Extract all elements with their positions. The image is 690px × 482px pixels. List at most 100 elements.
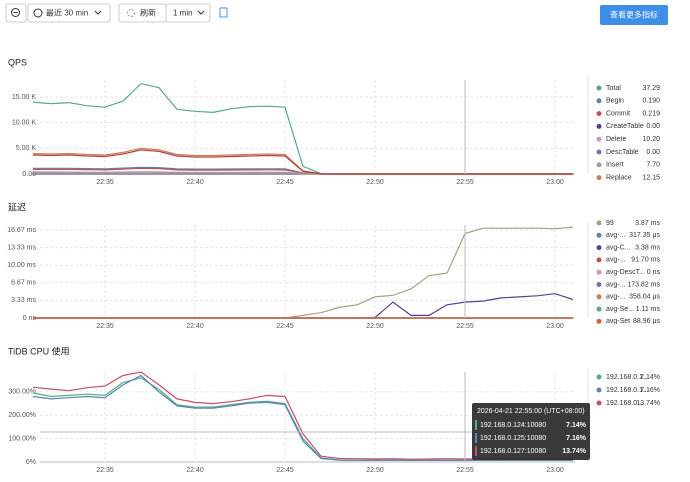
legend-swatch <box>596 318 602 324</box>
legend-swatch <box>596 306 602 312</box>
zoom-icon <box>11 8 20 17</box>
legend-name: 99 <box>606 220 614 227</box>
series-line <box>33 293 574 319</box>
legend-value: 7.16% <box>640 387 660 394</box>
legend: 192.168.0.1...7.14%192.168.0.1...7.16%19… <box>596 374 660 407</box>
chart-title: QPS <box>8 57 27 67</box>
legend-value: 5.81 <box>646 187 660 194</box>
legend-swatch <box>596 149 602 155</box>
y-tick-label: 300.00% <box>8 389 36 396</box>
tooltip-title: 2026-04-21 22:55:00 (UTC+08:00) <box>477 408 585 415</box>
legend-name: 192.168.0.1... <box>606 374 649 381</box>
legend-value: 317.35 μs <box>629 232 660 239</box>
x-tick-label: 22:50 <box>366 467 384 474</box>
tooltip-host: 192.168.0.127:10080 <box>480 448 546 455</box>
legend-swatch <box>597 188 602 193</box>
y-tick-label: 100.00% <box>8 435 36 442</box>
legend-value: 358.04 μs <box>629 294 660 301</box>
legend-value: 3.38 ms <box>635 244 660 251</box>
legend-swatch <box>596 85 602 91</box>
legend-swatch <box>596 98 602 104</box>
x-tick-label: 23:00 <box>546 179 564 186</box>
x-tick-label: 23:00 <box>546 323 564 330</box>
legend-name: avg-... <box>606 294 626 301</box>
interval-select[interactable] <box>165 3 211 23</box>
x-tick-label: 22:55 <box>456 179 474 186</box>
y-tick-label: 5.00 K <box>16 145 37 152</box>
legend-name: DescTable <box>606 149 639 156</box>
legend-name: avg-... <box>606 232 626 239</box>
more-metrics-text: 查看更多指标 <box>610 10 658 20</box>
tooltip-swatch <box>475 420 477 430</box>
legend-value: 7.14% <box>640 374 660 381</box>
x-tick-label: 22:45 <box>276 467 294 474</box>
legend-swatch <box>596 136 602 142</box>
series-line <box>32 149 573 175</box>
y-tick-label: 3.33 ms <box>11 297 36 304</box>
y-tick-label: 10.00 K <box>12 119 36 126</box>
x-tick-label: 22:35 <box>96 323 114 330</box>
tooltip-value: 7.16% <box>566 435 587 442</box>
legend-name: avg-... <box>606 257 626 264</box>
chart-panel: 延迟 0 ns 3.33 ms 6.67 ms 10.00 ms 13.33 ms 16.6… <box>7 201 660 329</box>
legend-name: Select <box>606 187 626 194</box>
x-tick-label: 22:50 <box>366 323 384 330</box>
caret <box>94 10 102 15</box>
chart-title: 延迟 <box>8 201 26 212</box>
series-line <box>32 374 573 461</box>
tooltip-swatch <box>475 433 477 443</box>
legend-value: 88.96 μs <box>633 318 660 325</box>
legend-value: 7.70 <box>646 162 660 169</box>
x-tick-label: 22:40 <box>186 467 204 474</box>
legend-swatch <box>596 282 602 287</box>
series-line <box>33 226 574 319</box>
legend-value: 37.29 <box>642 85 660 92</box>
legend-value: 0.00 <box>646 149 660 156</box>
legend-swatch <box>596 245 602 251</box>
tooltip-value: 7.14% <box>566 422 587 429</box>
y-tick-label: 6.67 ms <box>11 280 36 287</box>
legend-name: 192.168.0.1... <box>606 387 649 394</box>
doc-icon[interactable] <box>219 7 228 18</box>
x-tick-label: 22:45 <box>276 179 294 186</box>
legend-value: 0.219 <box>642 110 660 117</box>
legend-swatch <box>596 400 602 406</box>
x-tick-label: 22:50 <box>366 179 384 186</box>
tooltip-swatch <box>475 446 477 456</box>
legend-name: avg-Se... <box>606 306 634 313</box>
interval-text: 1 min <box>173 9 193 18</box>
refresh-text: 刷新 <box>140 8 156 18</box>
legend-name: Insert <box>606 162 624 169</box>
caret <box>197 10 205 15</box>
legend-name: CreateTable <box>606 123 644 130</box>
legend-value: 173.82 ms <box>627 281 660 288</box>
legend-name: avg-C... <box>606 244 631 251</box>
y-tick-label: 15.00 K <box>12 94 36 101</box>
legend-name: 192.168.0... <box>606 400 643 407</box>
legend-value: 0.00 <box>646 123 660 130</box>
tooltip-box <box>472 403 590 460</box>
legend-name: avg-Set <box>606 318 630 325</box>
more-metrics-button[interactable] <box>600 5 668 25</box>
x-tick-label: 22:35 <box>96 467 114 474</box>
x-tick-label: 22:40 <box>186 179 204 186</box>
range-text: 最近 30 min <box>46 8 88 18</box>
y-tick-label: 0.00 <box>22 171 36 178</box>
tooltip-host: 192.168.0.125:10080 <box>480 435 546 442</box>
chart-panel: TiDB CPU 使用 0% 100.00% 200.00% 300.00% 22:35 2… <box>8 345 660 473</box>
legend-name: avg-... <box>606 281 626 288</box>
x-tick-label: 22:40 <box>186 323 204 330</box>
x-tick-label: 22:35 <box>96 179 114 186</box>
legend-value: 3.87 ms <box>635 220 660 227</box>
legend-value: 91.70 ms <box>631 257 660 264</box>
range-select[interactable] <box>27 3 111 23</box>
legend-swatch <box>596 175 602 181</box>
x-tick-label: 22:55 <box>456 467 474 474</box>
x-tick-label: 23:00 <box>546 467 564 474</box>
y-tick-label: 13.33 ms <box>7 244 36 251</box>
legend-value: 0 ns <box>647 269 661 276</box>
legend-swatch <box>596 374 602 380</box>
legend-swatch <box>596 162 602 168</box>
